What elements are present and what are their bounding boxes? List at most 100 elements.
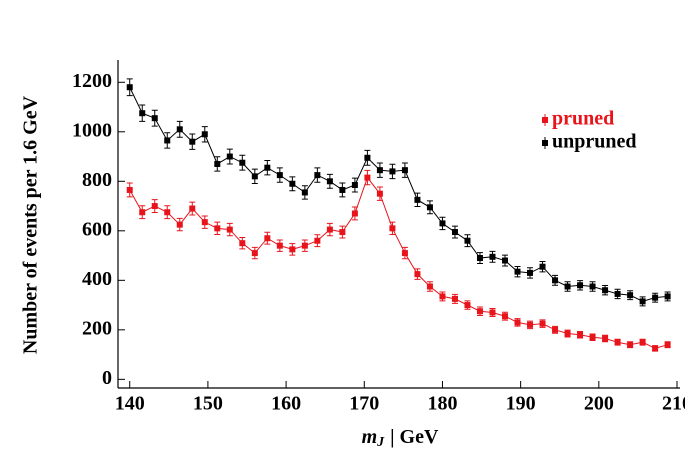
data-point: [389, 168, 396, 175]
data-point: [401, 250, 408, 257]
x-tick-label: 170: [349, 393, 379, 415]
data-point: [489, 309, 496, 316]
data-point: [589, 283, 596, 290]
data-point: [389, 225, 396, 232]
x-label-symbol: m: [362, 426, 378, 448]
legend-label: pruned: [552, 108, 614, 130]
data-point: [376, 190, 383, 197]
data-point: [552, 277, 559, 284]
data-point: [539, 320, 546, 327]
data-point: [126, 186, 133, 193]
data-point: [451, 229, 458, 236]
data-point: [426, 204, 433, 211]
data-point: [627, 341, 634, 348]
data-point: [264, 164, 271, 171]
series-line: [129, 176, 668, 349]
data-point: [201, 219, 208, 226]
data-point: [639, 298, 646, 305]
data-point: [564, 283, 571, 290]
data-point: [476, 308, 483, 315]
data-point: [126, 84, 133, 91]
x-axis-label: mJ | GeV: [362, 426, 439, 451]
data-point: [226, 226, 233, 233]
data-point: [514, 268, 521, 275]
data-point: [414, 196, 421, 203]
data-point: [289, 246, 296, 253]
data-point: [201, 131, 208, 138]
data-point: [364, 174, 371, 181]
data-point: [339, 186, 346, 193]
data-point: [589, 334, 596, 341]
data-point: [214, 160, 221, 167]
data-point: [476, 255, 483, 262]
data-point: [251, 173, 258, 180]
x-tick-label: 200: [584, 393, 614, 415]
y-tick-label: 600: [82, 218, 112, 240]
x-label-unit: | GeV: [390, 426, 439, 448]
data-point: [439, 293, 446, 300]
y-tick-label: 1000: [72, 119, 112, 141]
data-point: [426, 283, 433, 290]
data-point: [164, 209, 171, 216]
data-point: [151, 115, 158, 122]
y-tick-label: 1200: [72, 70, 112, 92]
data-point: [451, 295, 458, 302]
data-point: [301, 189, 308, 196]
data-point: [564, 330, 571, 337]
data-point: [502, 313, 508, 320]
data-point: [464, 302, 471, 309]
data-point: [414, 271, 421, 278]
data-point: [276, 172, 283, 179]
data-point: [364, 154, 371, 161]
data-point: [276, 242, 283, 249]
data-point: [314, 237, 321, 244]
data-point: [639, 339, 646, 346]
data-point: [376, 167, 383, 174]
data-point: [614, 290, 621, 297]
legend-label: unpruned: [552, 131, 637, 153]
data-point: [602, 287, 609, 294]
data-point: [489, 253, 496, 260]
data-point: [602, 335, 609, 342]
data-point: [351, 182, 358, 189]
data-point: [527, 321, 534, 328]
data-point: [552, 326, 559, 333]
x-tick-label: 180: [427, 393, 457, 415]
data-point: [139, 110, 146, 117]
data-point: [214, 225, 221, 232]
data-point: [439, 220, 446, 227]
data-point: [577, 331, 584, 338]
data-point: [151, 203, 158, 210]
y-tick-label: 800: [82, 169, 112, 191]
data-point: [401, 167, 408, 174]
data-point: [339, 229, 346, 236]
data-point: [351, 210, 358, 217]
data-point: [502, 257, 508, 264]
data-point: [164, 137, 171, 144]
data-point: [251, 250, 258, 257]
y-tick-label: 200: [82, 317, 112, 339]
data-point: [514, 319, 521, 326]
data-point: [189, 205, 196, 212]
data-point: [189, 138, 196, 145]
y-tick-label: 0: [102, 367, 112, 389]
data-point: [314, 172, 321, 179]
data-point: [464, 237, 471, 244]
data-point: [664, 341, 671, 348]
x-tick-label: 150: [193, 393, 223, 415]
data-point: [176, 221, 183, 228]
y-tick-label: 400: [82, 268, 112, 290]
data-point: [239, 240, 246, 247]
data-point: [664, 293, 671, 300]
data-point: [289, 180, 296, 187]
data-point: [527, 269, 534, 276]
x-label-subscript: J: [376, 435, 385, 450]
data-point: [652, 294, 659, 301]
data-point: [301, 242, 308, 249]
data-point: [326, 226, 333, 233]
data-point: [226, 153, 233, 160]
data-point: [139, 209, 146, 216]
y-axis-label: Number of events per 1.6 GeV: [20, 95, 42, 354]
data-point: [652, 345, 659, 352]
